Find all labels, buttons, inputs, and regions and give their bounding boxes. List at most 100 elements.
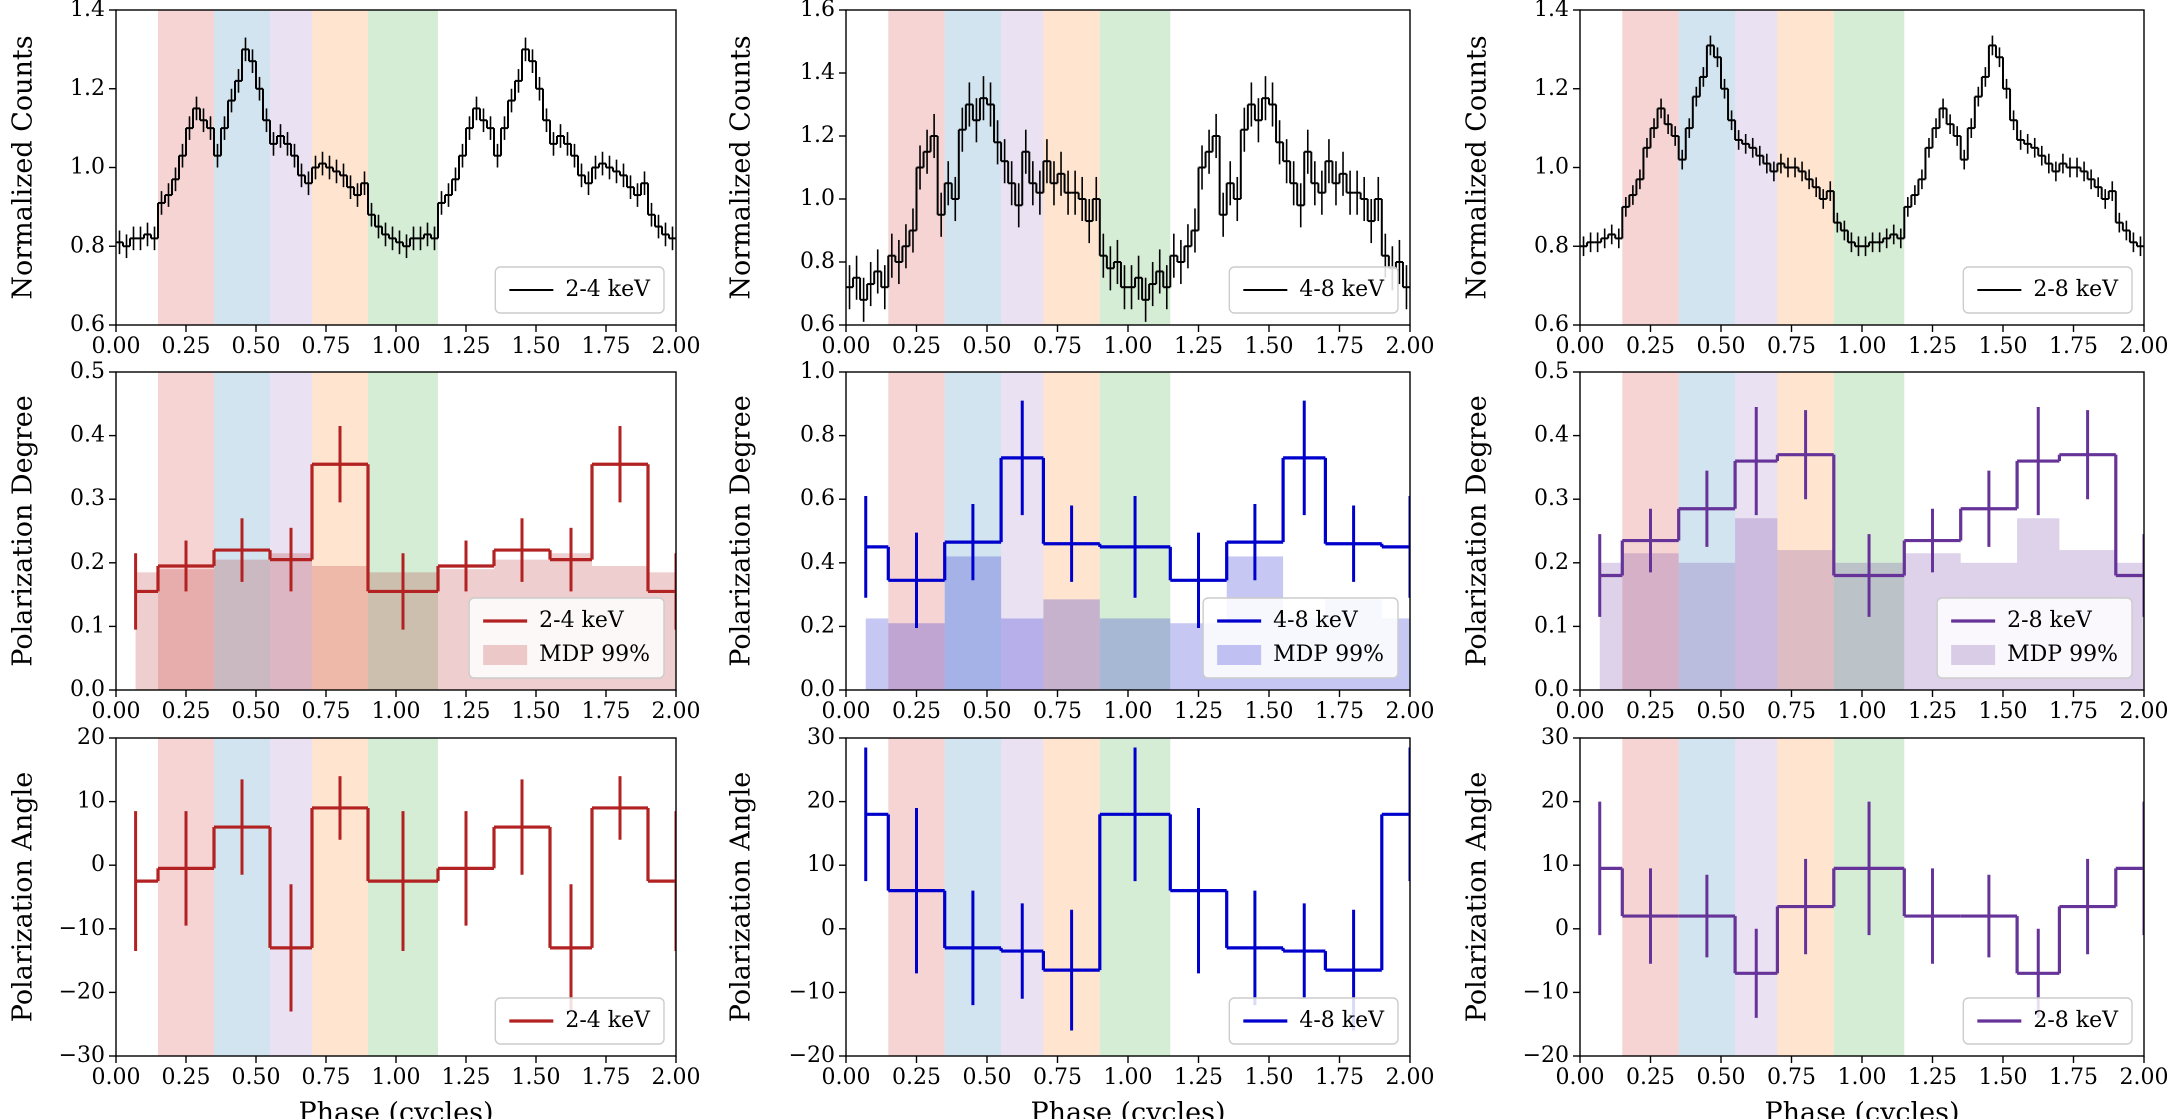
phase-band <box>158 10 214 325</box>
phase-band <box>1833 372 1905 690</box>
legend: 2-8 keV MDP 99% <box>1936 597 2133 679</box>
y-tick-label: −20 <box>789 1043 835 1068</box>
x-tick-label: 2.00 <box>2120 699 2167 724</box>
x-tick-label: 1.25 <box>1174 699 1223 724</box>
legend-box <box>1228 266 1399 314</box>
phase-band <box>368 10 438 325</box>
y-tick-label: 1.2 <box>800 123 835 148</box>
x-tick-label: 2.00 <box>1386 334 1435 359</box>
plot-area <box>1598 738 2144 1056</box>
phase-band <box>1043 10 1100 325</box>
x-tick-label: 1.50 <box>512 334 561 359</box>
x-tick-label: 1.25 <box>442 334 491 359</box>
x-tick-label: 0.50 <box>232 334 281 359</box>
y-tick-label: −10 <box>1523 979 1569 1004</box>
y-tick-label: 10 <box>807 852 835 877</box>
x-tick-label: 1.25 <box>1908 334 1957 359</box>
plot-area <box>1598 372 2144 690</box>
x-tick-label: 1.00 <box>372 699 421 724</box>
y-axis-label: Normalized Counts <box>1462 35 1493 299</box>
y-tick-label: 0 <box>91 852 105 877</box>
x-tick-label: 2.00 <box>2120 334 2167 359</box>
y-tick-label: 0.0 <box>800 677 835 702</box>
y-tick-label: 1.4 <box>70 0 105 22</box>
legend-label: MDP 99% <box>539 642 650 667</box>
legend-box <box>468 597 665 679</box>
y-axis-label: Polarization Degree <box>8 395 39 666</box>
legend-label: 2-4 keV <box>565 1008 651 1033</box>
x-tick-label: 1.75 <box>2049 1065 2098 1090</box>
mdp-bar <box>1622 553 1679 690</box>
x-tick-label: 0.00 <box>1556 334 1605 359</box>
x-tick-label: 1.50 <box>512 699 561 724</box>
plot-area <box>846 10 1410 325</box>
y-tick-label: 0.3 <box>70 486 105 511</box>
y-tick-label: 1.0 <box>800 359 835 384</box>
x-axis-label: Phase (cycles) <box>1764 1098 1959 1119</box>
plot-area <box>1580 10 2144 325</box>
x-tick-label: 0.00 <box>1556 699 1605 724</box>
legend: 4-8 keV MDP 99% <box>1202 597 1399 679</box>
legend-label: MDP 99% <box>1273 642 1384 667</box>
x-tick-label: 0.00 <box>822 1065 871 1090</box>
y-tick-label: 0.2 <box>70 550 105 575</box>
mdp-bar <box>1599 562 1623 690</box>
x-tick-label: 0.50 <box>1697 334 1746 359</box>
x-tick-label: 2.00 <box>652 1065 701 1090</box>
y-tick-label: −20 <box>59 979 105 1004</box>
x-tick-label: 0.00 <box>822 699 871 724</box>
phase-band <box>1099 10 1171 325</box>
y-tick-label: 1.0 <box>70 155 105 180</box>
mdp-bar <box>1678 562 1736 690</box>
y-tick-label: 0 <box>821 916 835 941</box>
y-tick-label: 0.6 <box>1534 312 1569 337</box>
legend: 4-8 keV <box>1228 997 1399 1045</box>
x-axis-label: Phase (cycles) <box>1030 1098 1225 1119</box>
x-tick-label: 0.75 <box>302 1065 351 1090</box>
y-tick-label: 0.1 <box>1534 613 1569 638</box>
panel: 0.00 0.25 0.50 0.75 1.00 1.25 1.50 1.75 2.00 −20 −… <box>726 725 1435 1119</box>
legend: 2-4 keV <box>494 266 665 314</box>
x-tick-label: 1.00 <box>1838 1065 1887 1090</box>
y-tick-label: 0 <box>1555 916 1569 941</box>
legend-swatch <box>483 645 528 665</box>
x-tick-label: 0.75 <box>1767 334 1816 359</box>
x-tick-label: 0.50 <box>963 334 1012 359</box>
x-tick-label: 1.75 <box>582 334 631 359</box>
x-tick-label: 0.25 <box>892 699 941 724</box>
y-tick-label: −30 <box>59 1043 105 1068</box>
panel: 0.00 0.25 0.50 0.75 1.00 1.25 1.50 1.75 2.00 −30 −… <box>8 725 701 1119</box>
legend: 2-4 keV MDP 99% <box>468 597 665 679</box>
x-tick-label: 1.50 <box>1245 699 1294 724</box>
legend-label: 2-4 keV <box>539 608 625 633</box>
phase-band <box>312 10 368 325</box>
y-tick-label: 0.8 <box>1534 233 1569 258</box>
y-tick-label: 0.2 <box>1534 550 1569 575</box>
x-tick-label: 1.75 <box>1315 1065 1364 1090</box>
legend-box <box>494 266 665 314</box>
x-tick-label: 0.00 <box>92 1065 141 1090</box>
y-axis-label: Normalized Counts <box>8 35 39 299</box>
x-tick-label: 1.50 <box>512 1065 561 1090</box>
x-tick-label: 1.00 <box>1104 1065 1153 1090</box>
x-tick-label: 1.25 <box>1908 1065 1957 1090</box>
x-tick-label: 1.25 <box>442 1065 491 1090</box>
panel: 0.00 0.25 0.50 0.75 1.00 1.25 1.50 1.75 2.00 0.0 0… <box>1462 359 2167 724</box>
y-tick-label: 0.1 <box>70 613 105 638</box>
y-tick-label: 0.0 <box>70 677 105 702</box>
y-tick-label: 10 <box>1541 852 1569 877</box>
x-tick-label: 1.50 <box>1979 1065 2028 1090</box>
x-tick-label: 1.75 <box>1315 699 1364 724</box>
phase-band <box>158 372 214 690</box>
y-tick-label: 1.2 <box>1534 76 1569 101</box>
y-tick-label: 1.0 <box>1534 155 1569 180</box>
x-tick-label: 1.25 <box>1174 334 1223 359</box>
phase-band <box>368 372 438 690</box>
y-axis-label: Normalized Counts <box>726 35 757 299</box>
x-tick-label: 0.50 <box>1697 1065 1746 1090</box>
x-tick-label: 1.00 <box>372 334 421 359</box>
y-tick-label: 0.2 <box>800 613 835 638</box>
y-tick-label: 1.6 <box>800 0 835 22</box>
x-tick-label: 0.00 <box>1556 1065 1605 1090</box>
x-tick-label: 0.75 <box>302 699 351 724</box>
